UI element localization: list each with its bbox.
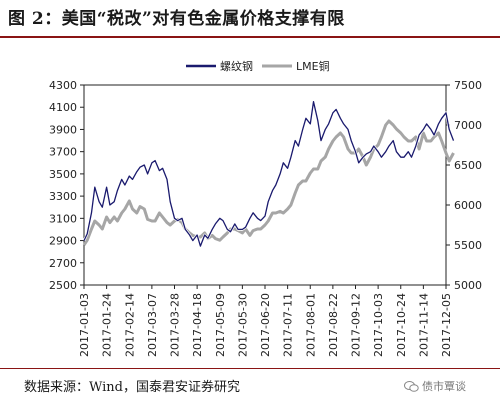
x-axis-tick-label: 2017-03-07 <box>146 293 159 357</box>
left-axis-tick-label: 3300 <box>49 190 77 203</box>
right-axis-tick-label: 7000 <box>454 119 482 132</box>
x-axis-tick-label: 2017-04-18 <box>191 293 204 357</box>
right-axis-tick-label: 7500 <box>454 79 482 92</box>
left-axis-tick-label: 4300 <box>49 79 77 92</box>
series-line-lme-copper <box>82 119 455 246</box>
right-axis: 5000 5500 6000 6500 7000 7500 <box>446 79 482 292</box>
left-axis-tick-label: 2500 <box>49 279 77 292</box>
x-axis: 2017-01-03 2017-01-24 2017-02-14 2017-03-07… <box>78 285 453 357</box>
data-source-note: 数据来源：Wind，国泰君安证券研究 <box>24 380 240 395</box>
left-axis-tick-label: 3500 <box>49 168 77 181</box>
x-axis-tick-label: 2017-08-01 <box>304 293 317 357</box>
x-axis-tick-label: 2017-11-14 <box>417 293 430 357</box>
x-axis-tick-label: 2017-05-30 <box>236 293 249 357</box>
x-axis-tick-label: 2017-01-24 <box>101 293 114 357</box>
x-axis-tick-label: 2017-08-22 <box>327 293 340 357</box>
x-axis-tick-label: 2017-01-03 <box>78 293 91 357</box>
x-axis-tick-label: 2017-10-24 <box>395 293 408 357</box>
x-axis-tick-label: 2017-07-11 <box>282 293 295 357</box>
left-axis-tick-label: 4100 <box>49 101 77 114</box>
x-axis-tick-label: 2017-05-09 <box>214 293 227 357</box>
legend: 螺纹钢 LME铜 <box>186 59 330 73</box>
x-axis-tick-label: 2017-12-05 <box>440 293 453 357</box>
right-axis-tick-label: 5500 <box>454 239 482 252</box>
wechat-icon <box>404 380 419 392</box>
plot-frame <box>83 84 447 286</box>
x-axis-tick-label: 2017-02-14 <box>123 293 136 357</box>
series-layer <box>82 100 455 248</box>
legend-label-rebar: 螺纹钢 <box>220 59 253 73</box>
left-axis-tick-label: 2900 <box>49 235 77 248</box>
right-axis-tick-label: 6500 <box>454 159 482 172</box>
x-axis-tick-label: 2017-10-03 <box>372 293 385 357</box>
series-line-rebar <box>83 101 455 247</box>
right-axis-tick-label: 5000 <box>454 279 482 292</box>
left-axis: 2500 2700 2900 3100 3300 3500 3700 3900 4100 4300 <box>49 79 84 292</box>
source-rule <box>0 368 500 369</box>
dual-axis-line-chart: 螺纹钢 LME铜 2500 2700 2900 3100 3300 3500 3700 390… <box>49 59 482 357</box>
x-axis-tick-label: 2017-03-28 <box>169 293 182 357</box>
title-rule <box>0 36 500 38</box>
series-line-rebar-casing <box>82 100 455 248</box>
chart-title: 图 2：美国“税改”对有色金属价格支撑有限 <box>8 9 345 29</box>
left-axis-tick-label: 3700 <box>49 146 77 159</box>
left-axis-tick-label: 2700 <box>49 257 77 270</box>
left-axis-tick-label: 3900 <box>49 123 77 136</box>
watermark: 债市覃谈 <box>404 378 466 394</box>
left-axis-tick-label: 3100 <box>49 212 77 225</box>
right-axis-tick-label: 6000 <box>454 199 482 212</box>
legend-label-lme-copper: LME铜 <box>296 59 330 73</box>
x-axis-tick-label: 2017-06-20 <box>259 293 272 357</box>
x-axis-tick-label: 2017-09-12 <box>350 293 363 357</box>
watermark-text: 债市覃谈 <box>422 380 466 393</box>
